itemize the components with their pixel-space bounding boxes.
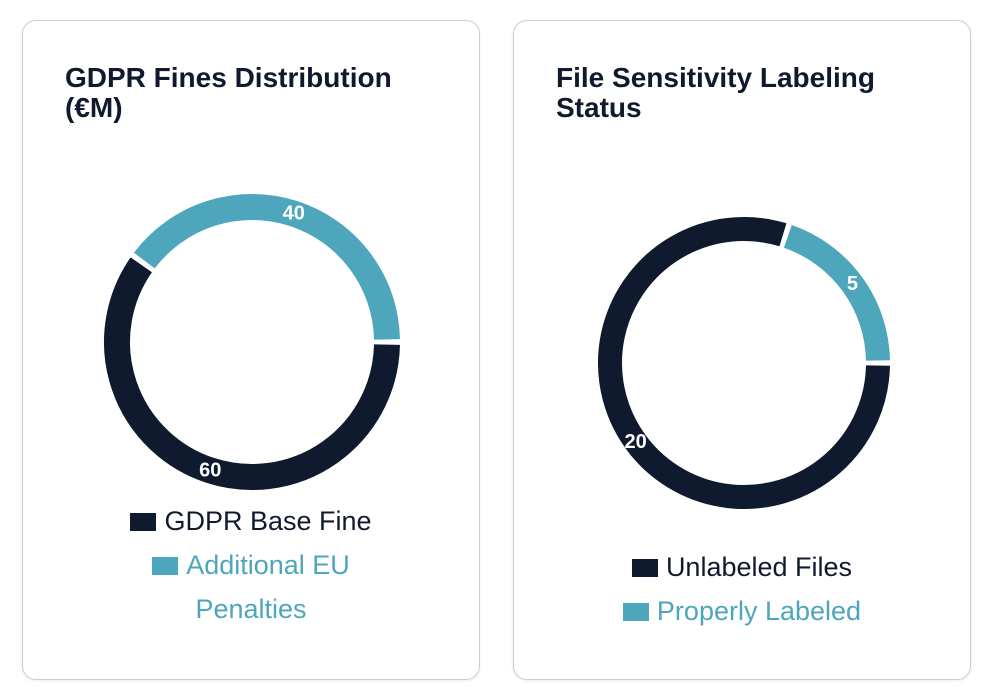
chart-title: GDPR Fines Distribution (€M) (65, 62, 392, 123)
file-labeling-card: File Sensitivity Labeling Status 20 5 Unl… (513, 20, 971, 680)
legend-swatch (152, 557, 179, 575)
data-label-gdpr-base-fine: 60 (199, 459, 221, 481)
chart-title: File Sensitivity Labeling Status (556, 62, 875, 123)
data-label-unlabeled-files: 20 (624, 431, 646, 453)
legend-swatch (631, 559, 658, 577)
chart-legend: Unlabeled Files Properly Labeled (514, 545, 970, 633)
slice-additional-eu-penalties[interactable] (133, 194, 400, 340)
gdpr-fines-card: GDPR Fines Distribution (€M) 60 40 GDPR B… (22, 20, 480, 680)
legend-label: GDPR Base Fine (164, 506, 372, 536)
slice-gdpr-base-fine[interactable] (104, 257, 400, 490)
data-label-properly-labeled: 5 (847, 273, 858, 295)
legend-label: Additional EU Penalties (186, 550, 350, 624)
slice-properly-labeled[interactable] (783, 225, 890, 361)
data-label-additional-eu-penalties: 40 (283, 203, 305, 225)
slice-unlabeled-files[interactable] (598, 217, 890, 509)
file-labeling-donut-chart: 20 5 (598, 217, 890, 509)
legend-swatch (622, 603, 649, 621)
gdpr-fines-donut-chart: 60 40 (104, 194, 400, 490)
legend-label: Properly Labeled (656, 596, 862, 626)
legend-item-gdpr-base-fine[interactable]: GDPR Base Fine (23, 499, 479, 543)
legend-label: Unlabeled Files (665, 552, 853, 582)
legend-item-properly-labeled[interactable]: Properly Labeled (514, 589, 970, 633)
legend-swatch (130, 513, 157, 531)
legend-item-additional-eu-penalties[interactable]: Additional EU Penalties (131, 543, 371, 631)
legend-item-unlabeled-files[interactable]: Unlabeled Files (514, 545, 970, 589)
chart-legend: GDPR Base Fine Additional EU Penalties (23, 499, 479, 631)
